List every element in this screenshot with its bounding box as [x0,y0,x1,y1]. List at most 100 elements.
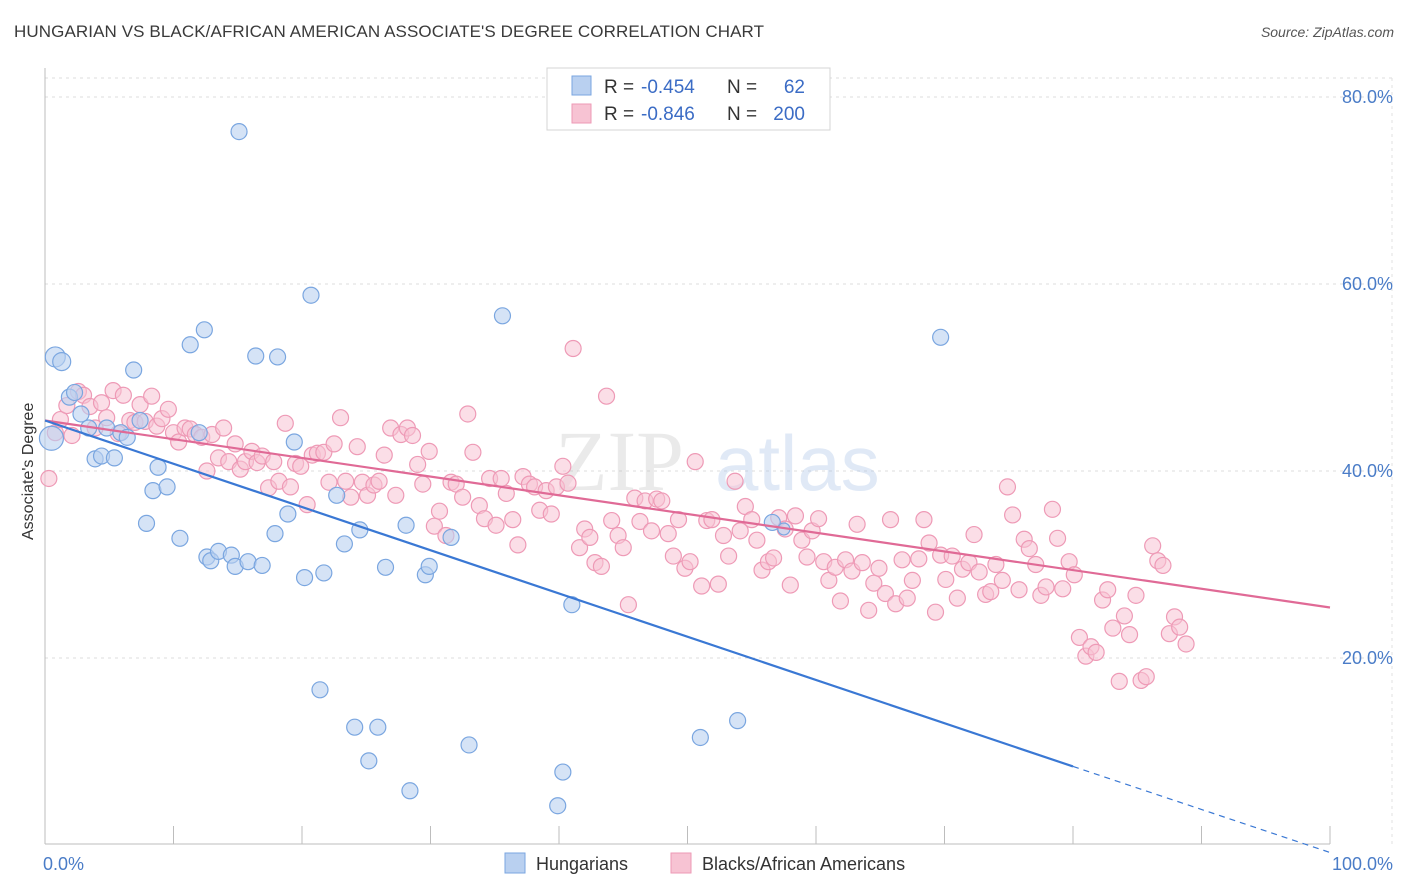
point-black-151 [881,511,900,529]
point-black-162 [943,547,961,565]
point-hungarian-5 [72,405,90,423]
point-black-192 [1110,672,1128,690]
point-black-150 [876,584,894,603]
point-black-93 [559,474,577,492]
point-black-60 [375,446,393,464]
point-black-111 [659,525,677,543]
point-hungarian-33 [268,348,287,366]
point-black-68 [420,442,438,460]
legend-n-value-2: 200 [773,104,805,125]
point-black-203 [1171,618,1189,636]
point-hungarian-53 [493,307,512,325]
trend-line-black [44,419,1331,609]
point-hungarian-20 [181,336,199,354]
point-black-53 [337,472,355,490]
point-hungarian-40 [328,486,346,504]
y-tick-labels: 20.0% 40.0% 60.0% 80.0% [1342,87,1393,668]
point-black-121 [714,526,733,545]
point-black-108 [642,522,661,540]
point-black-94 [564,339,582,358]
point-black-195 [1127,586,1145,604]
point-hungarian-37 [302,286,320,304]
point-black-124 [731,522,749,540]
point-hungarian-57 [691,728,709,747]
point-hungarian-21 [190,424,208,442]
point-black-185 [1070,628,1089,647]
point-black-200 [1154,556,1172,575]
point-black-117 [693,577,711,595]
point-black-194 [1120,626,1139,644]
point-black-62 [387,486,405,504]
legend-r-label-1: R = [604,77,634,98]
point-black-97 [581,528,599,546]
point-black-193 [1115,607,1134,625]
watermark: ZIP atlas [555,413,880,509]
point-black-198 [1144,537,1162,555]
legend-label-hungarians: Hungarians [536,854,628,874]
point-black-43 [281,478,300,496]
series-legend: Hungarians Blacks/African Americans [504,852,905,874]
point-black-191 [1104,619,1122,637]
y-tick-label-0: 20.0% [1342,648,1393,668]
point-hungarian-19 [171,529,189,547]
point-hungarian-30 [247,347,265,365]
y-axis-label: Associate's Degree [20,403,37,540]
point-black-54 [342,488,360,506]
chart-title: HUNGARIAN VS BLACK/AFRICAN AMERICAN ASSO… [14,22,765,41]
point-hungarian-44 [360,752,378,770]
point-black-70 [430,502,449,520]
point-hungarian-28 [230,122,248,141]
point-hungarian-13 [125,361,143,379]
point-hungarian-41 [335,535,354,553]
point-black-74 [454,488,472,506]
y-tick-label-2: 60.0% [1342,274,1393,294]
point-black-69 [425,517,443,535]
point-black-155 [903,571,921,589]
point-black-138 [809,510,828,528]
point-black-145 [848,515,866,533]
x-tick-label-0: 0.0% [43,854,84,874]
point-hungarian-17 [149,458,167,476]
point-hungarian-31 [253,556,271,575]
point-black-31 [215,419,233,437]
point-hungarian-46 [376,558,395,576]
point-hungarian-34 [279,505,297,523]
point-black-28 [198,462,216,480]
point-black-154 [898,589,916,607]
point-black-104 [619,596,637,614]
point-black-142 [831,592,850,610]
point-hungarian-45 [369,718,387,736]
y-tick-label-3: 80.0% [1342,87,1393,107]
source-label: Source: ZipAtlas.com [1260,24,1394,40]
point-hungarian-15 [137,514,156,532]
trend-line-hungarian [44,419,1074,768]
point-hungarian-22 [195,321,213,339]
trend-line-hungarian-extension [1072,765,1331,854]
y-tick-label-1: 40.0% [1342,461,1393,481]
point-black-148 [865,574,883,592]
point-hungarian-18 [158,478,176,496]
point-black-51 [325,435,343,453]
point-hungarian-2 [52,352,72,372]
point-hungarian-14 [131,411,149,430]
legend-swatch-pink [571,103,592,124]
point-hungarian-48 [401,782,419,800]
point-black-169 [982,583,1000,601]
point-hungarian-4 [65,383,84,402]
point-black-181 [1048,529,1067,547]
point-hungarian-55 [554,763,572,781]
point-black-157 [915,511,933,529]
point-black-156 [910,550,928,568]
point-black-182 [1054,580,1072,598]
point-black-101 [603,511,621,530]
point-hungarian-36 [295,568,314,587]
point-black-100 [597,387,616,405]
trend-lines [44,419,1331,854]
legend-swatch-blue [571,75,592,96]
point-black-120 [709,575,727,593]
legend-swatch-hungarians [504,852,526,874]
point-black-136 [798,548,816,566]
point-black-92 [554,457,572,475]
point-black-130 [764,549,783,567]
